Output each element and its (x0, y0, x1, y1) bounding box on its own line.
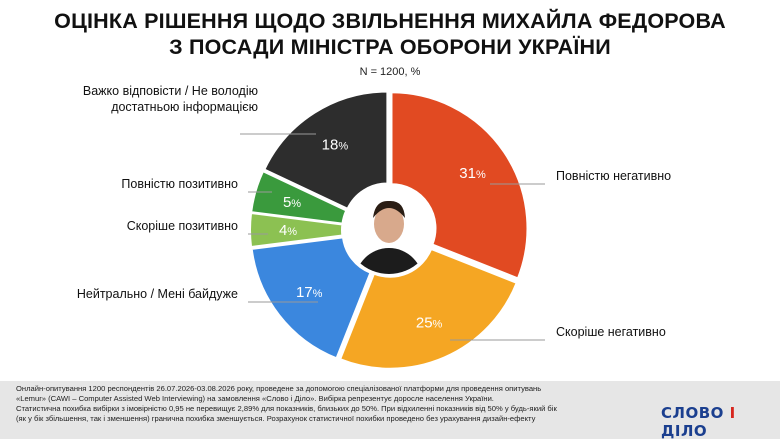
slice-value-label: 17% (296, 284, 323, 301)
footer-line: Статистична похибка вибірки з імовірніст… (16, 404, 557, 413)
title-line-2: З ПОСАДИ МІНІСТРА ОБОРОНИ УКРАЇНИ (169, 35, 611, 59)
slice-category-label: Важко відповісти / Не володію достатньою … (83, 84, 258, 114)
slice-value-label: 18% (322, 137, 349, 154)
sample-size-note: N = 1200, % (359, 66, 421, 78)
portrait-shoulders (355, 248, 423, 274)
footer-line: Онлайн-опитування 1200 респондентів 26.0… (16, 384, 542, 393)
slovo-i-dilo-logo: СЛОВО І ДІЛО (661, 404, 736, 440)
pie-slice (250, 169, 348, 225)
pie-slice (250, 236, 372, 360)
slice-category-label: Повністю позитивно (121, 177, 238, 191)
pie-slice (263, 90, 389, 211)
slice-category-label: Скоріше негативно (556, 325, 666, 339)
footer-bar (0, 381, 780, 439)
slice-category-label: Нейтрально / Мені байдуже (77, 287, 238, 301)
slice-group: 25% (338, 247, 518, 370)
pie-slice (390, 91, 529, 280)
slice-value-label: 25% (416, 315, 443, 332)
donut-chart: 31% 25% 17% 4% 5% 18% Повністю негативно Скоріш… (77, 84, 671, 370)
slice-group: 17% (250, 236, 372, 360)
methodology-note: Онлайн-опитування 1200 респондентів 26.0… (16, 384, 616, 424)
pie-slice (338, 247, 518, 370)
slice-group: 31% (390, 91, 529, 280)
slice-category-label: Повністю негативно (556, 169, 671, 183)
portrait-hair (373, 200, 405, 218)
slice-value-label: 31% (459, 165, 486, 182)
slice-group: 18% (263, 90, 389, 211)
title-line-1: ОЦІНКА РІШЕННЯ ЩОДО ЗВІЛЬНЕННЯ МИХАЙЛА Ф… (54, 9, 726, 33)
slice-group: 5% (250, 169, 348, 225)
slice-category-label: Скоріше позитивно (127, 219, 238, 233)
footer-line: «Lemur» (CAWI – Computer Assisted Web In… (16, 394, 494, 403)
center-portrait (345, 186, 433, 274)
slice-value-label: 4% (279, 222, 297, 239)
portrait-face (374, 205, 404, 243)
footer-line: (як у бік збільшення, так і зменшення) г… (16, 414, 536, 423)
chart-title: ОЦІНКА РІШЕННЯ ЩОДО ЗВІЛЬНЕННЯ МИХАЙЛА Ф… (0, 8, 780, 60)
slice-value-label: 5% (283, 194, 301, 211)
